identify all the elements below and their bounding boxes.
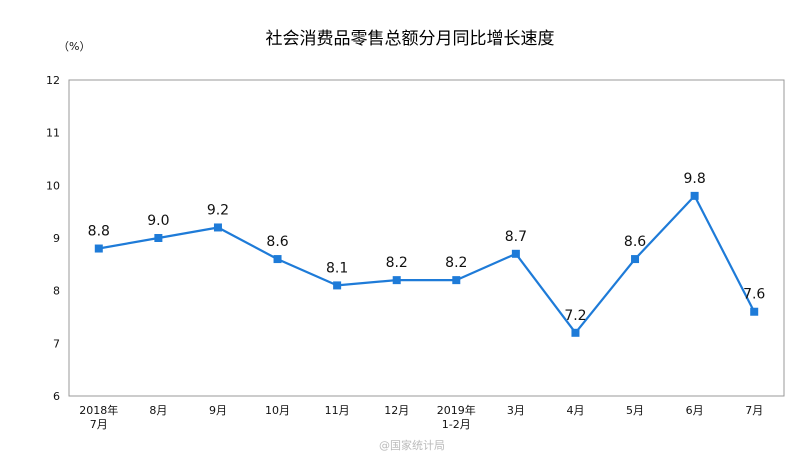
data-label: 9.8 [683, 171, 705, 187]
data-label: 9.2 [207, 202, 229, 218]
x-tick-label: 2019年 1-2月 [437, 403, 476, 431]
series-line [98, 194, 756, 334]
y-tick-label: 12 [46, 74, 60, 87]
x-tick-label: 10月 [265, 404, 290, 417]
x-tick-label: 9月 [209, 404, 227, 417]
y-tick-label: 9 [53, 232, 60, 245]
data-label: 8.2 [445, 255, 467, 271]
data-label: 8.1 [326, 260, 348, 276]
x-tick-label: 3月 [507, 404, 525, 417]
data-point [511, 249, 520, 258]
chart-title: 社会消费品零售总额分月同比增长速度 [266, 29, 555, 49]
data-label: 8.8 [88, 224, 110, 240]
watermark: @国家统计局 [379, 438, 445, 452]
x-tick-label: 6月 [686, 404, 704, 417]
data-label: 8.7 [505, 229, 527, 245]
x-tick-label: 12月 [384, 404, 409, 417]
x-tick-label: 5月 [626, 404, 644, 417]
data-label: 8.2 [386, 255, 408, 271]
series-markers [94, 191, 759, 337]
data-point [750, 307, 759, 316]
data-point [333, 281, 342, 290]
data-point [452, 276, 461, 285]
data-point [154, 234, 163, 242]
data-point [392, 276, 401, 285]
x-tick-label: 2018年 7月 [79, 403, 118, 431]
x-tick-label: 11月 [325, 404, 350, 417]
plot-frame [68, 79, 785, 397]
x-tick-label: 8月 [149, 404, 167, 417]
y-tick-label: 7 [53, 337, 60, 350]
data-labels: 8.8 9.0 9.2 8.6 8.1 8.2 8.2 8.7 7.2 8.6 9.8 7.6 [88, 171, 766, 324]
x-axis: 2018年 7月 8月 9月 10月 11月 12月 2019年 1-2月 3月 4月 5月 6月 7月 [79, 403, 763, 431]
data-label: 7.2 [564, 308, 586, 324]
data-label: 9.0 [147, 213, 169, 229]
y-tick-label: 10 [46, 179, 60, 192]
data-point [631, 255, 640, 264]
data-point [273, 255, 282, 264]
unit-label: （%） [58, 40, 90, 53]
data-point [571, 328, 580, 337]
x-tick-label: 7月 [745, 404, 763, 417]
data-label: 7.6 [743, 287, 765, 303]
data-label: 8.6 [266, 234, 288, 250]
y-axis: 6 7 8 9 10 11 12 [46, 74, 60, 403]
y-tick-label: 6 [53, 390, 60, 403]
data-point [94, 244, 103, 253]
y-tick-label: 11 [46, 127, 60, 140]
data-point [213, 223, 222, 232]
data-point [690, 191, 699, 200]
y-tick-label: 8 [53, 285, 60, 298]
x-tick-label: 4月 [566, 404, 584, 417]
data-label: 8.6 [624, 234, 646, 250]
